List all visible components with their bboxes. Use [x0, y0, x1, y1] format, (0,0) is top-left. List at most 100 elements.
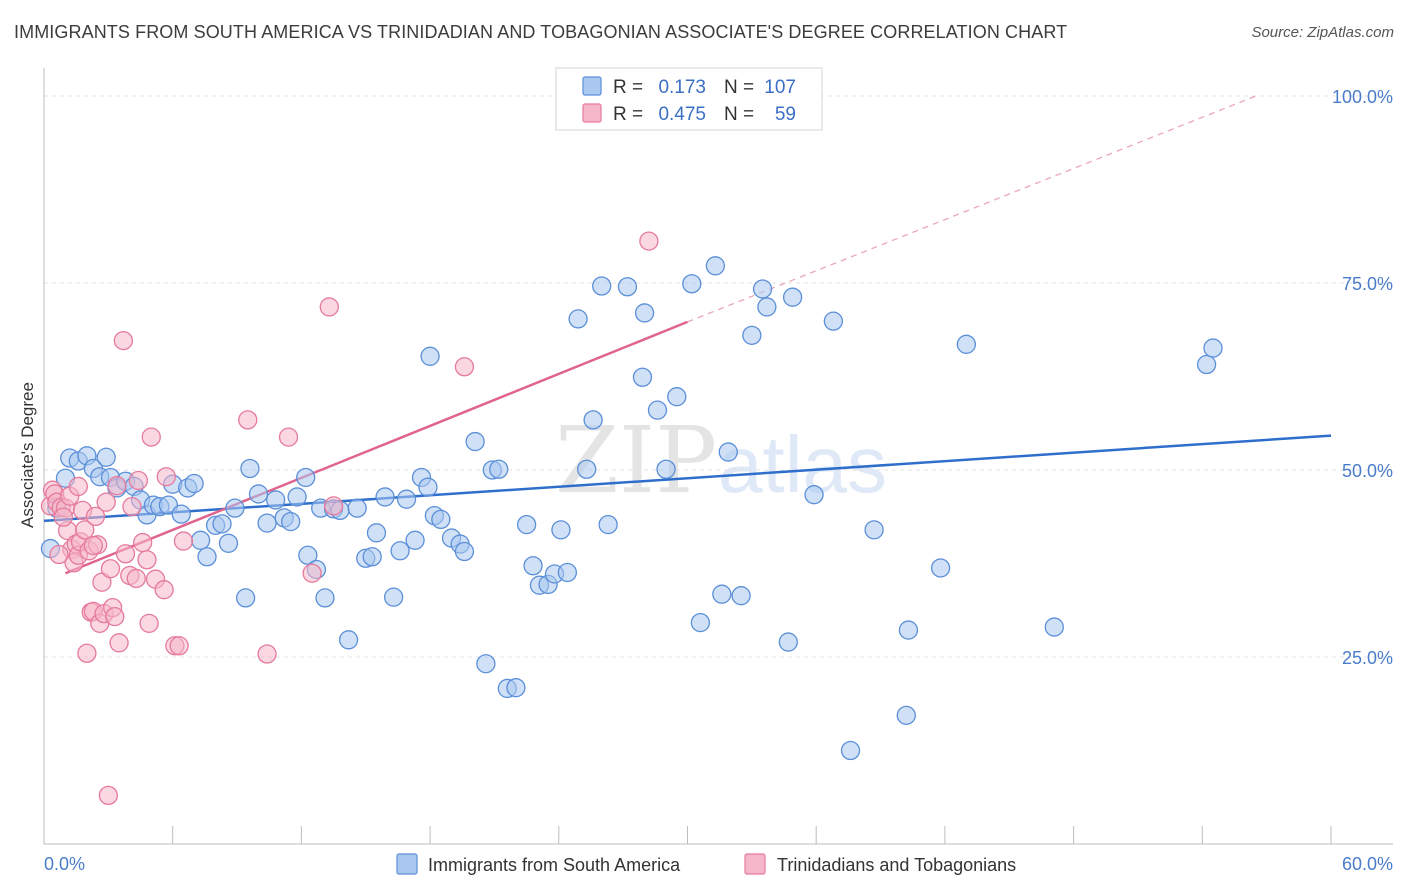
point-trinidadian [156, 467, 176, 487]
point-south-america [782, 287, 803, 307]
point-south-america [577, 459, 597, 479]
trend-line-trinidadian [64, 320, 688, 575]
point-trinidadian [113, 330, 134, 351]
chart-title: IMMIGRANTS FROM SOUTH AMERICA VS TRINIDA… [14, 22, 1068, 42]
point-south-america [235, 588, 256, 608]
point-south-america [557, 562, 578, 583]
point-south-america [956, 334, 976, 354]
point-south-america [840, 740, 861, 761]
point-south-america [752, 279, 773, 299]
point-trinidadian [639, 231, 659, 251]
y-tick-label: 75.0% [1342, 274, 1393, 294]
point-south-america [287, 487, 307, 507]
trend-line-trinidadian-extension [687, 95, 1257, 323]
point-south-america [583, 410, 603, 430]
point-south-america [96, 447, 116, 467]
point-south-america [731, 586, 751, 606]
legend-n-label: N = [724, 104, 754, 125]
point-south-america [281, 511, 301, 532]
point-south-america [420, 346, 440, 366]
point-south-america [898, 620, 919, 640]
point-south-america [634, 303, 655, 323]
point-trinidadian [115, 544, 136, 564]
point-trinidadian [238, 410, 258, 430]
point-south-america [864, 520, 884, 540]
point-trinidadian [85, 506, 106, 527]
point-trinidadian [83, 535, 103, 556]
point-south-america [647, 400, 668, 420]
point-trinidadian [122, 497, 142, 517]
point-trinidadian [49, 544, 69, 565]
point-south-america [212, 514, 232, 534]
point-south-america [896, 705, 916, 725]
legend-n-value-pink: 59 [775, 104, 796, 125]
point-south-america [1044, 617, 1064, 637]
point-trinidadian [68, 476, 88, 497]
point-south-america [523, 556, 543, 576]
point-trinidadian [77, 643, 97, 663]
point-south-america [804, 485, 824, 505]
point-south-america [757, 297, 777, 317]
legend-n-label: N = [724, 77, 754, 98]
bottom-legend: Immigrants from South America Trinidadia… [396, 853, 1016, 875]
bottom-legend-swatch-blue [396, 853, 418, 875]
bottom-legend-label-blue: Immigrants from South America [428, 855, 681, 875]
point-south-america [383, 587, 404, 607]
point-trinidadian [257, 644, 277, 664]
point-south-america [823, 311, 844, 331]
point-south-america [218, 533, 239, 553]
data-points [40, 231, 1223, 806]
point-south-america [418, 477, 438, 497]
point-south-america [431, 509, 451, 530]
trend-lines [43, 95, 1332, 575]
source-credit: Source: ZipAtlas.com [1251, 24, 1394, 41]
y-tick-label: 100.0% [1332, 87, 1393, 107]
point-south-america [516, 514, 537, 535]
point-south-america [617, 277, 638, 297]
watermark: ZIP atlas [555, 407, 887, 514]
watermark-atlas: atlas [718, 420, 887, 509]
point-trinidadian [173, 531, 194, 551]
point-south-america [266, 490, 286, 510]
point-trinidadian [133, 532, 153, 553]
point-south-america [667, 387, 687, 407]
point-south-america [568, 309, 588, 329]
point-trinidadian [137, 550, 157, 570]
legend-r-label: R = [613, 77, 643, 98]
x-tick-label-max: 60.0% [1342, 854, 1393, 874]
point-trinidadian [128, 470, 149, 491]
point-south-america [315, 588, 335, 608]
legend-r-value-pink: 0.475 [658, 104, 706, 125]
point-trinidadian [75, 520, 95, 540]
point-south-america [454, 541, 475, 562]
legend-n-value-blue: 107 [764, 77, 796, 98]
point-south-america [298, 545, 318, 565]
point-trinidadian [96, 492, 116, 512]
point-south-america [257, 513, 277, 533]
legend-r-value-blue: 0.173 [658, 77, 706, 98]
point-trinidadian [141, 427, 161, 447]
point-south-america [248, 484, 269, 504]
point-south-america [592, 276, 612, 296]
point-south-america [742, 325, 762, 346]
point-trinidadian [109, 633, 129, 653]
point-south-america [705, 256, 726, 276]
point-south-america [465, 431, 485, 452]
legend-swatch-pink [582, 103, 602, 123]
point-south-america [225, 498, 245, 518]
point-south-america [184, 473, 204, 494]
point-south-america [171, 504, 191, 524]
point-south-america [476, 654, 496, 674]
point-trinidadian [92, 572, 112, 592]
point-trinidadian [169, 636, 189, 656]
y-tick-label: 25.0% [1342, 648, 1393, 668]
point-south-america [347, 498, 367, 518]
grid: 25.0% 50.0% 75.0% 100.0% [44, 87, 1393, 668]
watermark-zip: ZIP [555, 407, 717, 514]
point-trinidadian [53, 507, 73, 527]
point-south-america [1196, 354, 1217, 375]
legend-r-label: R = [613, 104, 643, 125]
point-south-america [506, 678, 526, 698]
bottom-legend-swatch-pink [744, 853, 766, 875]
